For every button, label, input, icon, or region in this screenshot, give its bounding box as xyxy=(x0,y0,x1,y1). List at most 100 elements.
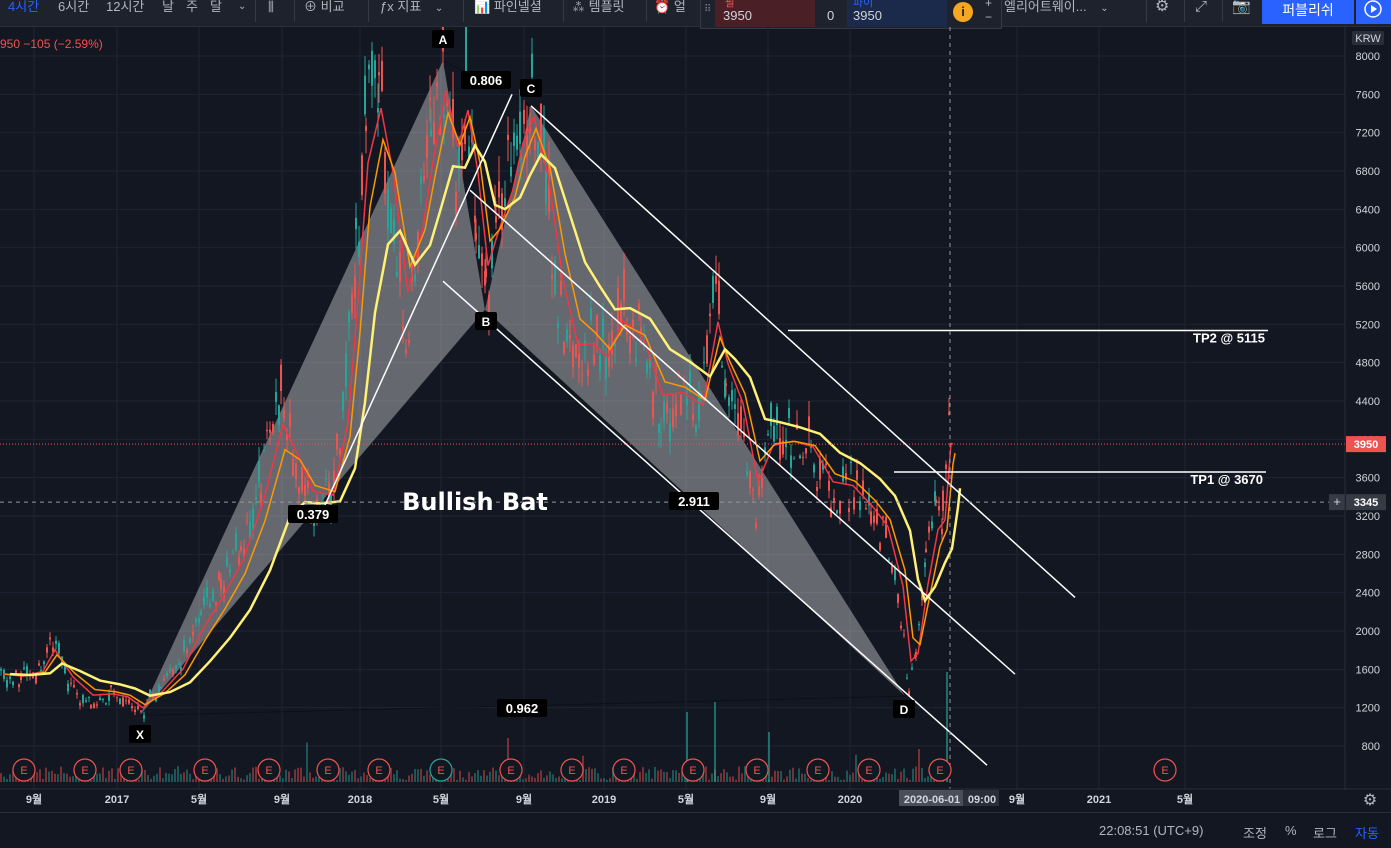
adjust-toggle[interactable]: 조정 xyxy=(1243,826,1267,841)
candle-body xyxy=(746,471,748,476)
candle-body xyxy=(578,353,580,368)
compare-button[interactable]: ⊕ 비교 xyxy=(304,0,345,22)
crosshair-plus-glyph: + xyxy=(1333,494,1341,509)
time-tick: 2020 xyxy=(838,794,862,806)
volume-bar xyxy=(99,773,101,782)
volume-bar xyxy=(168,773,170,782)
candle-body xyxy=(822,463,824,470)
indicators-button[interactable]: ƒx 지표 ⌄ xyxy=(380,0,443,22)
candle-body xyxy=(620,303,622,329)
volume-bar xyxy=(150,778,152,782)
volume-bar xyxy=(735,779,737,782)
percent-toggle[interactable]: % xyxy=(1285,823,1297,838)
candle-body xyxy=(510,166,512,177)
candle-body xyxy=(298,487,300,495)
candle-body xyxy=(295,463,297,480)
volume-bar xyxy=(495,770,497,782)
info-icon[interactable]: i xyxy=(953,2,973,22)
earnings-event-label: E xyxy=(753,765,760,777)
interval-4h[interactable]: 4시간 xyxy=(8,0,40,14)
volume-bar xyxy=(738,766,740,782)
interval-month[interactable]: 달 xyxy=(210,0,222,14)
candle-body xyxy=(721,365,723,368)
interval-week[interactable]: 주 xyxy=(186,0,198,14)
candle-body xyxy=(882,516,884,518)
templates-button[interactable]: ⁂ 템플릿 xyxy=(572,0,625,22)
price-chart[interactable]: TP2 @ 5115 TP1 @ 3670 + X A B C D 0.379 0.806 2.91… xyxy=(0,27,1391,812)
crosshair-price-badge xyxy=(1346,494,1386,511)
candle-body xyxy=(18,684,20,688)
candle-body xyxy=(384,152,386,194)
volume-bar xyxy=(471,776,473,782)
candle-body xyxy=(399,251,401,282)
minus-icon[interactable]: − xyxy=(985,10,993,24)
candle-body xyxy=(405,349,407,354)
buy-button[interactable]: 파이 3950 xyxy=(847,0,947,27)
volume-bar xyxy=(351,771,353,782)
volume-bar xyxy=(0,773,2,782)
candle-body xyxy=(76,692,78,695)
candle-body xyxy=(166,673,168,676)
time-axis: 9월 2017 5월 9월 2018 5월 9월 2019 5월 9월 2020 2020-06-01… xyxy=(0,788,1391,812)
candle-body xyxy=(328,482,330,504)
candle-body xyxy=(38,663,40,666)
volume-bar xyxy=(681,772,683,782)
earnings-event-label: E xyxy=(201,765,208,777)
volume-bar xyxy=(861,779,863,782)
publish-button[interactable]: 퍼블리쉬 xyxy=(1262,0,1354,24)
alert-button[interactable]: ⏰ 얼 xyxy=(654,0,686,22)
volume-bar xyxy=(645,772,647,782)
candle-body xyxy=(761,477,763,489)
layout-selector[interactable]: 엘리어트웨이... ⌄ xyxy=(1004,0,1109,22)
price-tick: 4400 xyxy=(1356,396,1380,408)
volume-bar xyxy=(558,776,560,782)
volume-bar xyxy=(795,778,797,782)
price-tick: 3200 xyxy=(1356,511,1380,523)
candle-body xyxy=(426,135,428,158)
camera-icon[interactable]: 📷 xyxy=(1232,0,1251,15)
interval-day[interactable]: 날 xyxy=(162,0,174,14)
currency-label: KRW xyxy=(1355,33,1381,45)
buy-price: 3950 xyxy=(853,8,882,23)
candle-body xyxy=(155,697,157,702)
sell-button[interactable]: 팔 3950 xyxy=(715,0,815,27)
volume-bar xyxy=(885,772,887,782)
candle-body xyxy=(590,308,592,321)
volume-bar xyxy=(771,776,773,782)
volume-bar xyxy=(108,770,110,782)
tp2-label: TP2 @ 5115 xyxy=(1193,330,1265,345)
time-tick: 5월 xyxy=(191,792,207,806)
interval-dropdown-icon[interactable]: ⌄ xyxy=(238,1,247,12)
candle-body xyxy=(935,499,937,503)
candle-body xyxy=(252,508,254,531)
play-circle-icon[interactable] xyxy=(1356,0,1391,24)
volume-bar xyxy=(240,778,242,782)
log-toggle[interactable]: 로그 xyxy=(1313,826,1337,841)
volume-bar xyxy=(522,779,524,782)
divider xyxy=(294,0,295,22)
financials-button[interactable]: 📊 파인넬셜 xyxy=(474,0,542,22)
moving-averages xyxy=(2,90,962,709)
gear-icon[interactable]: ⚙ xyxy=(1155,0,1170,15)
candle-body xyxy=(336,434,338,450)
fullscreen-icon[interactable]: ⤢ xyxy=(1195,0,1208,15)
interval-6h[interactable]: 6시간 xyxy=(58,0,90,14)
play-circle-icon xyxy=(1364,0,1382,18)
candle-body xyxy=(396,271,398,277)
candle-body xyxy=(232,552,234,554)
candle-body xyxy=(134,709,136,713)
drag-handle-icon[interactable]: ⠿ xyxy=(704,4,712,15)
candle-type-icon[interactable]: ⫼ xyxy=(268,0,274,14)
volume-bar xyxy=(486,775,488,782)
candle-body xyxy=(921,595,923,601)
plus-icon[interactable]: + xyxy=(985,0,993,10)
earnings-event-marker xyxy=(681,758,705,782)
candle-body xyxy=(764,447,766,455)
candle-body xyxy=(596,314,598,336)
price-axis: KRW 8000 7600 7200 6800 6400 6000 5600 5200 4800 4… xyxy=(1344,27,1391,789)
candle-body xyxy=(436,82,438,87)
interval-12h[interactable]: 12시간 xyxy=(106,0,145,14)
volume-bar xyxy=(900,771,902,782)
auto-toggle[interactable]: 자동 xyxy=(1355,826,1379,841)
layout-name: 엘리어트웨이... xyxy=(1004,0,1087,14)
